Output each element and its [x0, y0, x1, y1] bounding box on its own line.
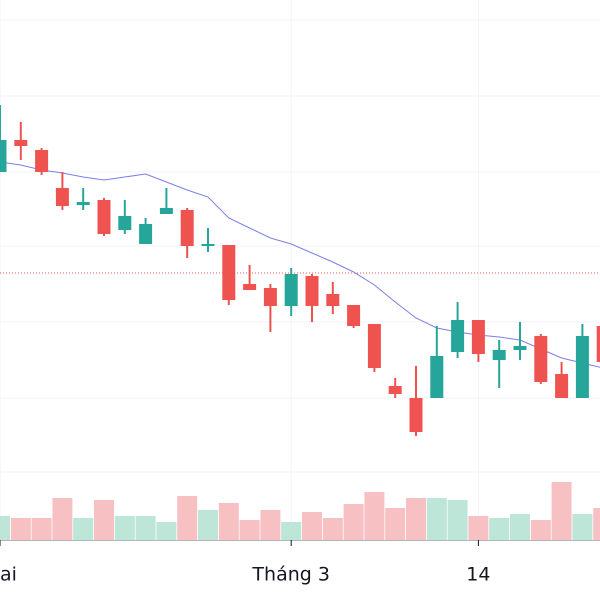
candle-body	[97, 200, 111, 234]
volume-bar	[198, 510, 218, 540]
candle-body	[0, 140, 7, 172]
candle-body	[305, 276, 319, 306]
volume-bar	[489, 518, 510, 540]
candle-body	[451, 320, 465, 352]
volume-bar	[364, 492, 385, 540]
candle-body	[201, 244, 215, 246]
candle-body	[513, 346, 527, 350]
volume-bar	[447, 500, 468, 540]
volume-bar	[0, 516, 10, 540]
volume-bar	[530, 520, 551, 540]
volume-bar	[73, 518, 94, 540]
candle-body	[159, 208, 173, 214]
volume-bar	[10, 518, 31, 540]
volume-bar	[218, 503, 239, 540]
x-tick-label: 14	[466, 564, 490, 586]
candle-body	[222, 245, 236, 300]
moving-average	[0, 161, 600, 368]
candle-body	[347, 305, 361, 326]
x-tick-label: Tháng 3	[251, 564, 330, 586]
volume-bar	[302, 512, 322, 540]
volume-bar	[260, 510, 281, 540]
volume-bar	[468, 516, 489, 540]
volume-bar	[94, 500, 114, 540]
candle-body	[76, 202, 90, 205]
volume-bar	[114, 516, 135, 540]
volume-bar	[343, 504, 364, 540]
volume-bar	[322, 518, 343, 540]
volume-bar	[510, 514, 530, 540]
candle-body	[35, 150, 49, 172]
candle-body	[596, 326, 600, 362]
candle-body	[180, 210, 194, 246]
candle-body	[55, 188, 69, 206]
volume-bar	[31, 518, 52, 540]
candle-body	[388, 386, 402, 394]
candle-body	[14, 140, 28, 146]
candle-body	[555, 374, 569, 398]
candle-body	[367, 324, 381, 368]
volume-bar	[406, 498, 426, 540]
x-tick-label: ai	[0, 564, 17, 586]
candle-body	[326, 294, 340, 306]
volume-bar	[385, 508, 406, 540]
volume-bar	[572, 514, 593, 540]
candle-body	[534, 336, 548, 382]
candle-body	[430, 356, 444, 398]
candle-body	[471, 320, 485, 354]
volume-bar	[426, 498, 447, 540]
candle-body	[409, 398, 423, 432]
candle-body	[139, 224, 153, 244]
candle-body	[243, 284, 257, 290]
volume-bar	[281, 522, 302, 540]
volume-bar	[593, 508, 600, 540]
volume-bar	[239, 520, 260, 540]
candle-body	[263, 288, 277, 306]
volume-bar	[135, 516, 156, 540]
volume-bar	[177, 496, 198, 540]
volume-bar	[156, 522, 177, 540]
volume-bar	[551, 482, 572, 540]
volume-bar	[52, 498, 73, 540]
candle-body	[575, 336, 589, 398]
candle-body	[118, 216, 132, 230]
candle-body	[284, 274, 298, 306]
candle-body	[492, 350, 506, 360]
